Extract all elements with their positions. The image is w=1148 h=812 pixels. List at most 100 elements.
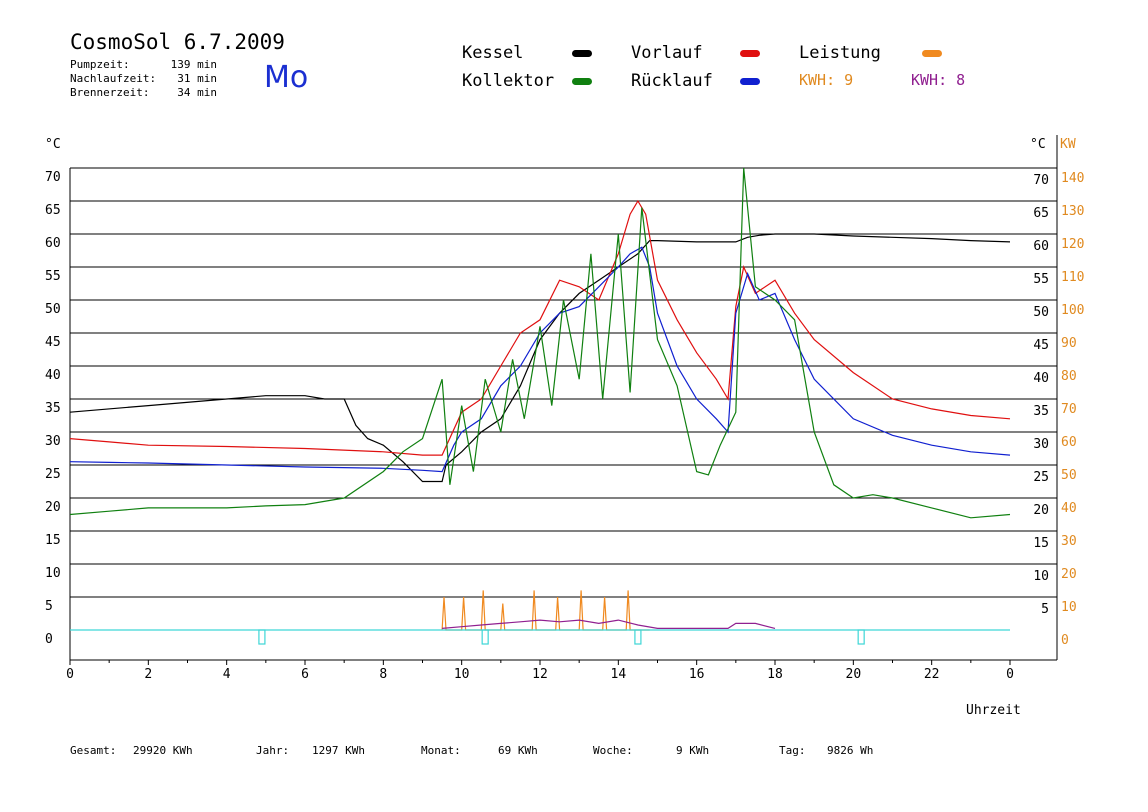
footer-jahr-value: 1297 KWh [312,744,365,757]
y-tick-label-left: 25 [45,467,61,482]
legend-ruecklauf-swatch [740,78,760,85]
x-tick-label: 0 [66,667,74,682]
legend-kollektor-swatch [572,78,592,85]
footer-tag-value: 9826 Wh [827,744,874,757]
y-tick-label-right: 50 [1033,305,1049,320]
x-tick-label: 6 [301,667,309,682]
y-tick-label-power: 20 [1061,567,1077,582]
y-tick-label-power: 100 [1061,303,1084,318]
y-tick-label-left: 40 [45,368,61,383]
y-tick-label-left: 50 [45,302,61,317]
x-tick-label: 20 [846,667,862,682]
stat-label-nachlaufzeit: Nachlaufzeit: [70,72,157,85]
x-tick-label: 4 [223,667,231,682]
y-tick-label-left: 20 [45,500,61,515]
stat-label-pumpzeit: Pumpzeit: [70,58,130,71]
y-tick-label-power: 80 [1061,369,1077,384]
y-tick-label-power: 40 [1061,501,1077,516]
legend-kwh-leistung: KWH: 9 [799,71,854,89]
legend-kessel-swatch [572,50,592,57]
pump-marker [857,629,865,645]
weekday-label: Mo [264,60,309,95]
series-line-kwh-8 [442,619,776,630]
footer-monat-label: Monat: [421,744,461,757]
y-tick-label-power: 70 [1061,402,1077,417]
pump-marker [258,629,266,645]
legend-kwh-kessel: KWH: 8 [911,71,966,89]
footer-gesamt-value: 29920 KWh [133,744,193,757]
legend-kessel-label: Kessel [462,43,524,63]
series-line-r-cklauf [69,246,1011,473]
footer-tag-label: Tag: [779,744,806,757]
x-tick-label: 22 [924,667,940,682]
legend-vorlauf-swatch [740,50,760,57]
footer-woche-value: 9 KWh [676,744,710,757]
stat-label-brennerzeit: Brennerzeit: [70,86,150,99]
y-tick-label-right: 55 [1033,272,1049,287]
y-tick-label-power: 0 [1061,633,1069,648]
y-tick-label-power: 10 [1061,600,1077,615]
y-tick-label-left: 15 [45,533,61,548]
y-tick-label-power: 140 [1061,171,1084,186]
legend-leistung-label: Leistung [799,43,881,63]
chart-title: CosmoSol 6.7.2009 [70,30,285,54]
y-tick-label-power: 120 [1061,237,1084,252]
series-line-kessel [69,233,1011,483]
y-tick-label-right: 20 [1033,503,1049,518]
y-tick-label-left: 30 [45,434,61,449]
x-tick-label: 16 [689,667,705,682]
series-line-kollektor [69,167,1011,519]
x-tick-label: 2 [144,667,152,682]
legend-vorlauf-label: Vorlauf [631,43,703,63]
y-axis-power-unit: KW [1060,137,1076,152]
stat-value-brennerzeit: 34 min [177,86,217,99]
x-tick-label: 18 [767,667,783,682]
x-tick-label: 14 [611,667,627,682]
x-tick-label: 10 [454,667,470,682]
x-tick-label: 0 [1006,667,1014,682]
y-tick-label-right: 10 [1033,569,1049,584]
x-axis-label: Uhrzeit [966,703,1021,718]
y-tick-label-right: 15 [1033,536,1049,551]
stat-value-nachlaufzeit: 31 min [177,72,217,85]
y-tick-label-right: 70 [1033,173,1049,188]
y-tick-label-right: 65 [1033,206,1049,221]
y-tick-label-left: 65 [45,203,61,218]
y-axis-left-unit: °C [45,137,61,152]
x-tick-label: 12 [532,667,548,682]
y-tick-label-right: 35 [1033,404,1049,419]
y-tick-label-right: 60 [1033,239,1049,254]
y-tick-label-left: 45 [45,335,61,350]
y-tick-label-power: 130 [1061,204,1084,219]
footer-woche-label: Woche: [593,744,633,757]
y-axis-right-unit: °C [1030,137,1046,152]
y-tick-label-left: 70 [45,170,61,185]
y-tick-label-power: 30 [1061,534,1077,549]
y-tick-label-power: 60 [1061,435,1077,450]
footer-gesamt-label: Gesamt: [70,744,117,757]
x-tick-label: 8 [379,667,387,682]
y-tick-label-left: 10 [45,566,61,581]
y-tick-label-left: 35 [45,401,61,416]
pump-marker [634,629,642,645]
series-line-leistung [441,590,650,631]
y-tick-label-right: 45 [1033,338,1049,353]
y-tick-label-power: 50 [1061,468,1077,483]
y-tick-label-left: 5 [45,599,53,614]
legend-ruecklauf-label: Rücklauf [631,71,713,91]
legend-kollektor-label: Kollektor [462,71,555,91]
y-tick-label-left: 55 [45,269,61,284]
y-tick-label-right: 40 [1033,371,1049,386]
y-tick-label-power: 90 [1061,336,1077,351]
stat-value-pumpzeit: 139 min [170,58,217,71]
series-line-vorlauf [69,199,1011,456]
y-tick-label-left: 0 [45,632,53,647]
y-tick-label-right: 30 [1033,437,1049,452]
y-tick-label-right: 25 [1033,470,1049,485]
footer-jahr-label: Jahr: [256,744,290,757]
y-tick-label-power: 110 [1061,270,1084,285]
y-tick-label-right: 5 [1041,602,1049,617]
y-tick-label-left: 60 [45,236,61,251]
pump-marker [481,629,489,645]
